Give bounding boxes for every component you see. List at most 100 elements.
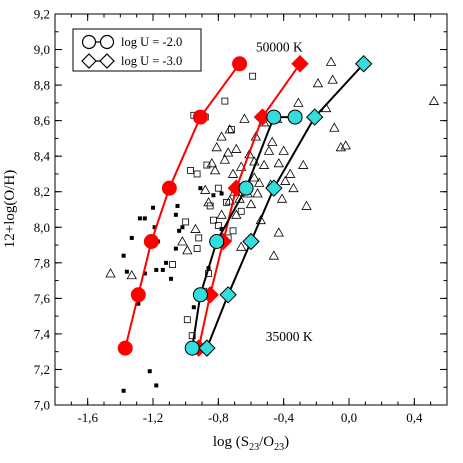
x-tick-label: 0,0	[341, 410, 357, 425]
observation-open-square	[203, 161, 211, 169]
model-point-diamond	[198, 339, 216, 357]
observation-filled-square	[175, 203, 180, 208]
observation-open-square	[223, 198, 230, 206]
observation-filled-square	[142, 271, 147, 276]
model-point-diamond	[354, 55, 373, 73]
x-tick-label: -1,6	[77, 410, 98, 425]
observation-open-triangle	[200, 184, 211, 194]
observation-open-triangle	[258, 159, 270, 169]
observation-open-triangle	[224, 124, 235, 134]
y-tick-label: 7,2	[34, 362, 50, 377]
observation-open-triangle	[227, 168, 239, 178]
model-point-circle	[287, 109, 303, 125]
observation-filled-square	[219, 191, 224, 196]
observation-filled-square	[168, 276, 173, 281]
observation-open-square	[210, 216, 217, 224]
observation-filled-square	[198, 186, 203, 191]
observation-filled-square	[164, 260, 169, 265]
observation-open-square	[195, 234, 203, 242]
observation-open-triangle	[236, 241, 247, 251]
model-point-circle	[209, 233, 225, 249]
observation-open-triangle	[252, 188, 263, 198]
y-tick-label: 7,0	[34, 398, 50, 413]
x-tick-label: 0,4	[406, 410, 423, 425]
observation-open-triangle	[216, 209, 227, 219]
observation-open-triangle	[285, 168, 296, 178]
model-point-circle	[266, 109, 282, 125]
observation-open-triangle	[273, 157, 284, 168]
x-axis-title-mid: /O	[259, 434, 274, 450]
observation-open-triangle	[203, 197, 214, 207]
y-tick-label: 8,8	[34, 78, 50, 93]
legend-label-circle: log U = -2.0	[121, 35, 182, 49]
y-tick-label: 9,2	[34, 7, 50, 22]
model-point-diamond	[265, 179, 283, 197]
observation-filled-square	[147, 369, 152, 374]
model-series-line	[197, 63, 301, 349]
y-tick-label: 8,6	[34, 113, 51, 128]
observation-open-triangle	[273, 227, 284, 237]
model-series-line	[191, 116, 296, 349]
legend-marker-circle	[81, 34, 97, 50]
observation-filled-square	[191, 305, 196, 310]
observation-filled-square	[154, 267, 159, 272]
observation-open-triangle	[325, 56, 337, 66]
y-axis-title: 12+log(O/H)	[2, 170, 18, 248]
observation-open-square	[214, 222, 222, 229]
observation-filled-square	[137, 216, 142, 221]
y-tick-label: 7,6	[34, 291, 51, 306]
y-tick-label: 8,2	[34, 184, 50, 199]
observation-open-square	[169, 261, 177, 268]
observation-open-triangle	[231, 143, 242, 153]
observation-open-square	[193, 170, 201, 178]
observation-open-triangle	[250, 131, 262, 141]
model-point-circle	[192, 109, 208, 125]
observation-open-triangle	[327, 74, 338, 84]
observation-open-triangle	[211, 141, 222, 152]
x-axis-title-main: log (S	[213, 434, 249, 450]
x-axis-title-end: )	[284, 434, 289, 450]
legend-box	[72, 28, 202, 72]
observation-filled-square	[129, 235, 134, 240]
observation-open-triangle	[301, 200, 312, 210]
observation-filled-square	[180, 225, 185, 230]
observation-open-square	[237, 207, 245, 215]
observation-open-triangle	[253, 177, 265, 187]
observation-open-square	[182, 218, 190, 226]
observation-filled-square	[124, 269, 129, 274]
observation-open-triangle	[105, 268, 116, 278]
legend: log U = -2.0 log U = -3.0	[72, 28, 202, 72]
observation-filled-square	[151, 205, 155, 210]
observation-filled-square	[219, 227, 224, 232]
observation-open-triangle	[288, 182, 299, 193]
observation-open-square	[214, 184, 222, 192]
observation-filled-square	[160, 267, 165, 272]
observation-open-square	[187, 166, 194, 174]
observation-open-square	[188, 332, 196, 340]
observation-open-triangle	[182, 245, 193, 255]
observation-filled-square	[136, 301, 141, 306]
observation-open-triangle	[278, 145, 289, 155]
observation-open-triangle	[340, 140, 351, 150]
model-series-line	[124, 63, 241, 349]
observation-open-square	[249, 72, 257, 80]
model-series	[117, 55, 373, 357]
observation-filled-square	[154, 383, 159, 388]
observation-open-triangle	[329, 122, 340, 132]
observation-open-triangle	[234, 193, 245, 203]
observation-open-square	[183, 316, 191, 324]
model-point-diamond	[305, 108, 324, 126]
observation-open-triangle	[239, 113, 250, 123]
observation-open-triangle	[312, 77, 324, 88]
observation-filled-square	[121, 253, 126, 258]
x-axis-title-sub2: 23	[274, 442, 284, 453]
legend-marker-diamond	[99, 53, 115, 69]
observation-open-triangle	[209, 165, 221, 175]
y-tick-label: 7,8	[34, 255, 50, 270]
model-series-line	[205, 63, 365, 349]
model-point-circle	[161, 180, 177, 196]
observation-open-triangle	[335, 141, 347, 152]
observation-open-triangle	[280, 175, 291, 185]
observation-open-triangle	[276, 193, 288, 203]
